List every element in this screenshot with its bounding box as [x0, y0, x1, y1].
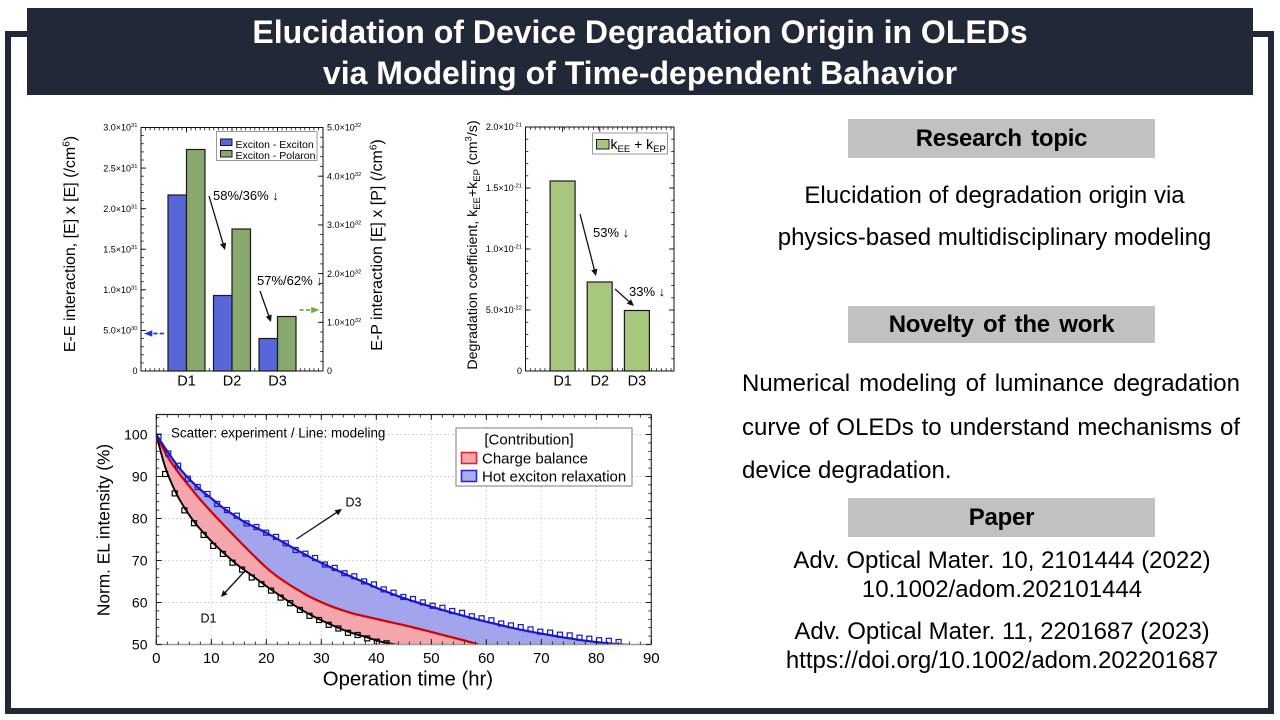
svg-text:D2: D2 [591, 374, 610, 390]
svg-text:20: 20 [258, 650, 275, 667]
svg-text:Scatter: experiment / Line: mo: Scatter: experiment / Line: modeling [171, 426, 385, 441]
svg-text:10: 10 [203, 650, 220, 667]
svg-text:70: 70 [533, 650, 550, 667]
svg-text:D3: D3 [346, 496, 362, 510]
svg-text:80: 80 [588, 650, 605, 667]
svg-text:Operation time (hr): Operation time (hr) [323, 668, 493, 690]
svg-text:57%/62% ↓: 57%/62% ↓ [257, 273, 323, 288]
svg-text:1.5×10-21: 1.5×10-21 [486, 183, 522, 193]
svg-text:33% ↓: 33% ↓ [629, 284, 665, 299]
svg-text:30: 30 [313, 650, 330, 667]
svg-text:70: 70 [132, 553, 148, 569]
svg-text:4.0×1032: 4.0×1032 [327, 171, 361, 181]
svg-text:3.0×1031: 3.0×1031 [103, 123, 137, 133]
svg-text:60: 60 [132, 595, 148, 611]
svg-text:5.0×1030: 5.0×1030 [103, 326, 137, 336]
svg-text:D3: D3 [628, 374, 647, 390]
svg-text:60: 60 [478, 650, 495, 667]
svg-text:0: 0 [517, 366, 522, 376]
svg-text:1.5×1031: 1.5×1031 [103, 244, 137, 254]
svg-text:D1: D1 [553, 374, 572, 390]
svg-text:50: 50 [132, 637, 148, 653]
svg-text:Norm. EL intensity (%): Norm. EL intensity (%) [94, 444, 114, 616]
svg-text:Degradation coefficient, kEE+k: Degradation coefficient, kEE+kEP (cm3/s) [464, 120, 484, 369]
svg-text:0: 0 [327, 366, 332, 376]
svg-text:D1: D1 [177, 374, 196, 390]
svg-text:2.0×1031: 2.0×1031 [103, 204, 137, 214]
svg-text:Hot exciton relaxation: Hot exciton relaxation [482, 469, 626, 486]
svg-text:Charge balance: Charge balance [482, 451, 588, 468]
svg-text:100: 100 [124, 427, 148, 443]
svg-text:5.0×1032: 5.0×1032 [327, 123, 361, 133]
svg-text:2.0×10-21: 2.0×10-21 [486, 122, 522, 132]
svg-text:Exciton - Exciton: Exciton - Exciton [236, 139, 314, 151]
svg-text:40: 40 [368, 650, 385, 667]
svg-text:53% ↓: 53% ↓ [593, 225, 629, 240]
svg-text:1.0×1032: 1.0×1032 [327, 318, 361, 328]
svg-text:58%/36% ↓: 58%/36% ↓ [213, 188, 279, 203]
svg-text:1.0×10-21: 1.0×10-21 [486, 244, 522, 254]
svg-text:2.0×1032: 2.0×1032 [327, 269, 361, 279]
svg-text:90: 90 [643, 650, 660, 667]
svg-text:0: 0 [132, 366, 137, 376]
svg-text:1.0×1031: 1.0×1031 [103, 285, 137, 295]
svg-text:D1: D1 [201, 612, 217, 626]
svg-text:0: 0 [152, 650, 160, 667]
svg-text:D3: D3 [268, 374, 287, 390]
svg-text:2.5×1031: 2.5×1031 [103, 163, 137, 173]
svg-text:E-E interaction, [E] x [E] (/c: E-E interaction, [E] x [E] (/cm6) [62, 136, 80, 352]
svg-text:Exciton - Polaron: Exciton - Polaron [236, 150, 316, 162]
svg-text:90: 90 [132, 469, 148, 485]
svg-text:D2: D2 [223, 374, 242, 390]
svg-text:E-P interaction [E] x [P] (/cm: E-P interaction [E] x [P] (/cm6) [369, 139, 387, 351]
svg-text:50: 50 [423, 650, 440, 667]
svg-text:5.0×10-22: 5.0×10-22 [486, 305, 522, 315]
svg-text:80: 80 [132, 511, 148, 527]
svg-text:[Contribution]: [Contribution] [484, 432, 573, 449]
svg-text:3.0×1032: 3.0×1032 [327, 220, 361, 230]
